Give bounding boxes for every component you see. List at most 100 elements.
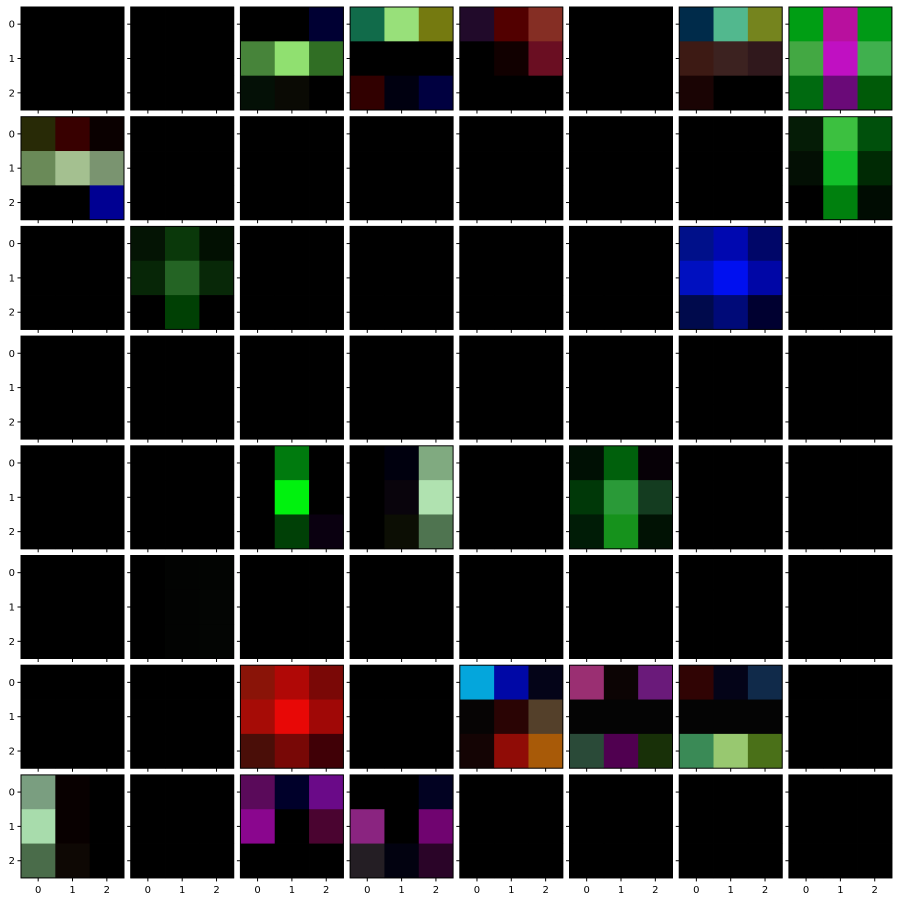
heatmap-panel bbox=[127, 664, 235, 772]
heatmap-panel bbox=[346, 6, 454, 114]
heatmap-panel bbox=[785, 116, 893, 224]
heatmap-cell bbox=[130, 774, 166, 810]
heatmap-panel bbox=[456, 335, 564, 443]
heatmap-cell bbox=[165, 809, 200, 844]
heatmap-cell bbox=[679, 295, 714, 330]
heatmap-cell bbox=[350, 589, 385, 625]
heatmap-cell bbox=[55, 699, 91, 735]
heatmap-cell bbox=[569, 75, 605, 111]
heatmap-cell bbox=[494, 260, 529, 296]
heatmap-cell bbox=[713, 480, 749, 515]
heatmap-cell bbox=[713, 445, 749, 481]
heatmap-cell bbox=[274, 589, 310, 625]
heatmap-cell bbox=[350, 699, 385, 735]
heatmap-cell bbox=[55, 480, 91, 515]
heatmap-cell bbox=[130, 226, 166, 262]
heatmap-cell bbox=[823, 370, 858, 406]
heatmap-cell bbox=[384, 116, 420, 152]
heatmap-cell bbox=[747, 75, 783, 111]
heatmap-cell bbox=[240, 843, 276, 879]
heatmap-cell bbox=[130, 445, 166, 481]
heatmap-cell bbox=[823, 843, 858, 879]
heatmap-cell bbox=[603, 589, 639, 625]
heatmap-panel bbox=[566, 664, 673, 772]
heatmap-cell bbox=[350, 185, 385, 221]
heatmap-cell bbox=[603, 555, 639, 591]
y-tick-label: 1 bbox=[9, 383, 15, 394]
heatmap-cell bbox=[459, 75, 495, 111]
heatmap-cell bbox=[494, 370, 529, 406]
heatmap-cell bbox=[130, 624, 166, 659]
heatmap-cell bbox=[165, 699, 200, 735]
x-tick-label: 1 bbox=[69, 885, 75, 896]
heatmap-cell bbox=[130, 665, 166, 700]
heatmap-cell bbox=[55, 336, 91, 371]
x-tick-label: 0 bbox=[474, 885, 480, 896]
heatmap-cell bbox=[603, 733, 639, 769]
heatmap-cell bbox=[679, 809, 714, 844]
heatmap-cell bbox=[459, 809, 495, 844]
x-tick-label: 2 bbox=[652, 885, 658, 896]
y-tick-label: 1 bbox=[9, 493, 15, 504]
heatmap-cell bbox=[638, 41, 673, 77]
heatmap-cell bbox=[494, 75, 529, 111]
heatmap-cell bbox=[788, 7, 824, 42]
heatmap-cell bbox=[55, 665, 91, 700]
heatmap-panel bbox=[127, 225, 235, 333]
y-tick-label: 0 bbox=[9, 239, 15, 250]
heatmap-cell bbox=[55, 7, 91, 42]
heatmap-cell bbox=[747, 116, 783, 152]
y-tick-label: 2 bbox=[9, 198, 15, 209]
heatmap-cell bbox=[857, 295, 893, 330]
heatmap-cell bbox=[679, 733, 714, 769]
heatmap-cell bbox=[309, 665, 344, 700]
heatmap-cell bbox=[528, 151, 564, 186]
heatmap-cell bbox=[747, 480, 783, 515]
heatmap-cell bbox=[418, 480, 454, 515]
heatmap-cell bbox=[528, 41, 564, 77]
heatmap-cell bbox=[857, 404, 893, 440]
heatmap-cell bbox=[384, 774, 420, 810]
heatmap-cell bbox=[130, 116, 166, 152]
y-tick-label: 0 bbox=[9, 129, 15, 140]
heatmap-cell bbox=[747, 809, 783, 844]
heatmap-cell bbox=[823, 75, 858, 111]
heatmap-cell bbox=[747, 295, 783, 330]
heatmap-cell bbox=[240, 295, 276, 330]
heatmap-cell bbox=[89, 185, 125, 221]
heatmap-cell bbox=[603, 185, 639, 221]
heatmap-cell bbox=[274, 699, 310, 735]
heatmap-cell bbox=[713, 514, 749, 550]
heatmap-cell bbox=[199, 665, 235, 700]
heatmap-cell bbox=[638, 480, 673, 515]
heatmap-cell bbox=[459, 260, 495, 296]
heatmap-cell bbox=[21, 370, 56, 406]
heatmap-cell bbox=[165, 41, 200, 77]
heatmap-cell bbox=[165, 480, 200, 515]
heatmap-panel: 0 1 2 0 1 2 bbox=[9, 774, 125, 896]
heatmap-cell bbox=[528, 514, 564, 550]
heatmap-cell bbox=[638, 151, 673, 186]
heatmap-cell bbox=[21, 185, 56, 221]
heatmap-cell bbox=[89, 733, 125, 769]
heatmap-cell bbox=[309, 151, 344, 186]
heatmap-cell bbox=[199, 445, 235, 481]
heatmap-cell bbox=[603, 151, 639, 186]
heatmap-cell bbox=[788, 151, 824, 186]
heatmap-cell bbox=[494, 624, 529, 659]
heatmap-cell bbox=[309, 260, 344, 296]
heatmap-cell bbox=[199, 41, 235, 77]
heatmap-cell bbox=[788, 555, 824, 591]
heatmap-cell bbox=[240, 445, 276, 481]
heatmap-cell bbox=[528, 75, 564, 111]
y-tick-label: 1 bbox=[9, 164, 15, 175]
heatmap-panel bbox=[456, 664, 564, 772]
heatmap-cell bbox=[788, 843, 824, 879]
heatmap-cell bbox=[459, 480, 495, 515]
heatmap-cell bbox=[747, 733, 783, 769]
heatmap-cell bbox=[603, 624, 639, 659]
heatmap-cell bbox=[638, 226, 673, 262]
heatmap-cell bbox=[679, 151, 714, 186]
heatmap-cell bbox=[603, 7, 639, 42]
heatmap-cell bbox=[603, 295, 639, 330]
